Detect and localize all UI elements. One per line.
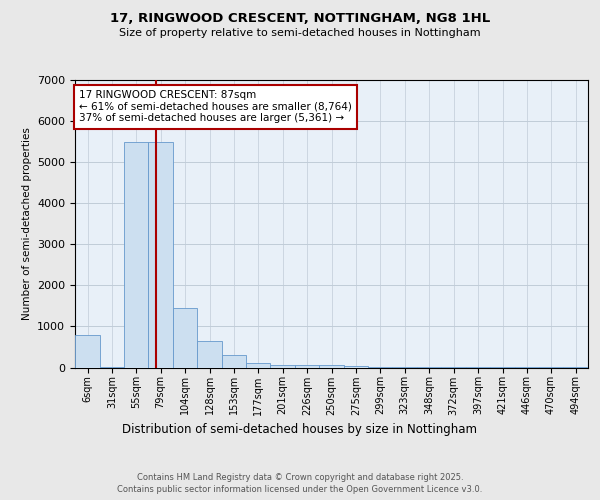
Bar [173,308,197,368]
Text: Distribution of semi-detached houses by size in Nottingham: Distribution of semi-detached houses by … [122,422,478,436]
Bar [368,366,392,368]
Text: Contains public sector information licensed under the Open Government Licence v3: Contains public sector information licen… [118,485,482,494]
Text: Contains HM Land Registry data © Crown copyright and database right 2025.: Contains HM Land Registry data © Crown c… [137,472,463,482]
Bar [148,142,173,368]
Bar [222,355,246,368]
Bar [124,142,148,368]
Bar [295,365,319,368]
Text: 17 RINGWOOD CRESCENT: 87sqm
← 61% of semi-detached houses are smaller (8,764)
37: 17 RINGWOOD CRESCENT: 87sqm ← 61% of sem… [79,90,352,124]
Bar [319,366,344,368]
Bar [270,364,295,368]
Bar [197,341,222,367]
Y-axis label: Number of semi-detached properties: Number of semi-detached properties [22,128,32,320]
Bar [246,362,270,368]
Bar [344,366,368,368]
Bar [75,334,100,368]
Text: 17, RINGWOOD CRESCENT, NOTTINGHAM, NG8 1HL: 17, RINGWOOD CRESCENT, NOTTINGHAM, NG8 1… [110,12,490,26]
Text: Size of property relative to semi-detached houses in Nottingham: Size of property relative to semi-detach… [119,28,481,38]
